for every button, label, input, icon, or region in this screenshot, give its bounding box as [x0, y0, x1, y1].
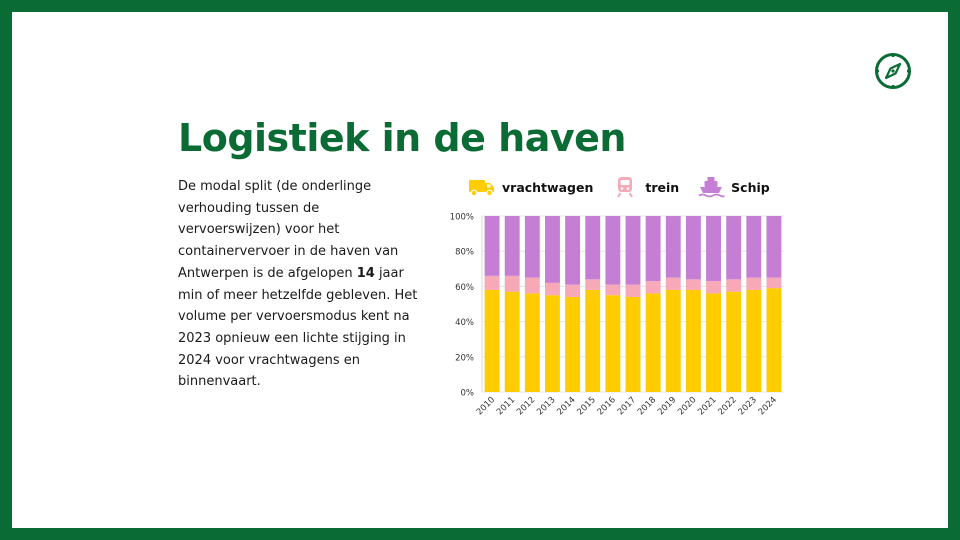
bar-segment-schip	[625, 216, 641, 285]
x-tick-label: 2016	[596, 395, 618, 417]
bar-segment-schip	[524, 216, 540, 278]
bar-segment-trein	[645, 281, 661, 294]
bar-segment-trein	[665, 277, 681, 290]
bar-segment-trein	[524, 277, 540, 294]
y-tick-label: 80%	[455, 248, 474, 258]
legend-label: trein	[645, 179, 680, 195]
chart-legend: vrachtwagen trein Schip	[468, 175, 788, 199]
bar-segment-trein	[484, 275, 500, 290]
bar-segment-vrachtwagen	[585, 289, 601, 392]
y-tick-label: 60%	[455, 283, 474, 293]
bar-segment-vrachtwagen	[484, 289, 500, 392]
bar-segment-schip	[685, 216, 701, 280]
y-tick-label: 20%	[455, 353, 474, 363]
bar-segment-schip	[726, 216, 742, 280]
legend-label: Schip	[731, 179, 770, 195]
legend-item-schip: Schip	[697, 176, 770, 198]
bar-segment-trein	[726, 279, 742, 292]
description-part: jaar min of meer hetzelfde gebleven. Het…	[178, 265, 418, 390]
bar-segment-vrachtwagen	[665, 289, 681, 392]
train-icon	[617, 177, 634, 198]
bar-segment-schip	[706, 216, 721, 282]
bar-segment-trein	[625, 284, 641, 297]
bar-segment-vrachtwagen	[685, 289, 701, 392]
bar-segment-vrachtwagen	[706, 293, 721, 392]
bar-segment-vrachtwagen	[524, 293, 540, 392]
x-tick-label: 2017	[616, 395, 638, 417]
legend-label: vrachtwagen	[502, 179, 594, 195]
legend-item-vrachtwagen: vrachtwagen	[468, 176, 593, 198]
bar-segment-vrachtwagen	[565, 296, 581, 392]
truck-icon	[469, 180, 494, 197]
x-tick-label: 2022	[716, 395, 738, 417]
bar-segment-schip	[545, 216, 560, 283]
bar-segment-vrachtwagen	[545, 295, 560, 392]
bar-segment-schip	[504, 216, 520, 276]
bar-segment-schip	[585, 216, 601, 280]
description-text: De modal split (de onderlinge verhouding…	[178, 176, 426, 393]
bar-segment-vrachtwagen	[504, 291, 520, 392]
legend-item-trein: trein	[611, 176, 679, 198]
y-tick-label: 0%	[461, 389, 475, 399]
bar-segment-schip	[766, 216, 782, 278]
y-tick-label: 100%	[450, 213, 474, 223]
bar-segment-schip	[565, 216, 581, 285]
description-part: De modal split (de onderlinge verhouding…	[178, 179, 399, 281]
x-tick-label: 2018	[636, 395, 658, 417]
bar-segment-trein	[545, 282, 560, 296]
x-tick-label: 2024	[757, 395, 779, 417]
y-tick-label: 40%	[455, 318, 474, 328]
description-highlight: 14	[356, 265, 375, 281]
bar-segment-trein	[746, 277, 762, 290]
x-tick-label: 2011	[495, 395, 517, 417]
bar-segment-schip	[645, 216, 661, 282]
bar-segment-trein	[565, 284, 581, 297]
bar-segment-vrachtwagen	[746, 289, 762, 392]
x-tick-label: 2014	[555, 395, 577, 417]
x-tick-label: 2012	[515, 395, 537, 417]
x-tick-label: 2013	[535, 395, 557, 417]
bar-segment-vrachtwagen	[645, 293, 661, 392]
bar-segment-vrachtwagen	[625, 296, 641, 392]
bar-segment-vrachtwagen	[726, 291, 742, 392]
ship-icon	[698, 177, 726, 198]
bar-segment-trein	[504, 275, 520, 292]
x-tick-label: 2020	[676, 395, 698, 417]
bar-segment-schip	[665, 216, 681, 278]
x-tick-label: 2015	[575, 395, 597, 417]
bar-segment-trein	[605, 284, 621, 296]
bar-segment-vrachtwagen	[766, 288, 782, 392]
x-tick-label: 2019	[656, 395, 678, 417]
bar-segment-trein	[766, 277, 782, 289]
bar-segment-trein	[585, 279, 601, 290]
stacked-bar-chart: 0%20%40%60%80%100%2010201120122013201420…	[450, 213, 784, 417]
bar-segment-schip	[605, 216, 621, 285]
bar-segment-trein	[685, 279, 701, 290]
compass-icon	[875, 53, 911, 89]
x-tick-label: 2021	[696, 395, 718, 417]
x-tick-label: 2023	[737, 395, 759, 417]
page-title: Logistiek in de haven	[178, 116, 626, 160]
x-tick-label: 2010	[475, 395, 497, 417]
bar-segment-schip	[746, 216, 762, 278]
slide: Logistiek in de haven De modal split (de…	[12, 12, 948, 528]
bar-segment-vrachtwagen	[605, 295, 621, 392]
bar-segment-trein	[706, 281, 721, 294]
bar-segment-schip	[484, 216, 500, 276]
